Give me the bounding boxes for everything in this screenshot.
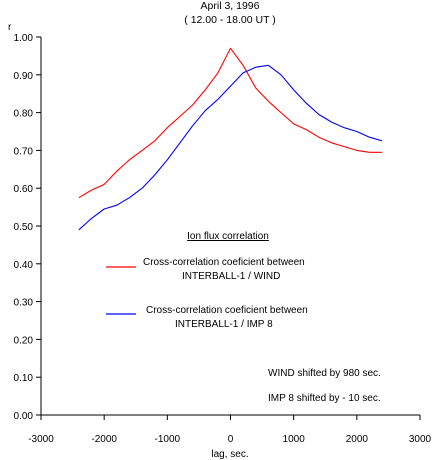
annotation-imp8-shift: IMP 8 shifted by - 10 sec. xyxy=(268,393,381,404)
chart-title: April 3, 1996 xyxy=(201,0,260,12)
legend-title: Ion flux correlation xyxy=(187,231,269,242)
axes xyxy=(40,37,420,416)
series-line-imp8 xyxy=(78,64,383,231)
y-tick-label: 0.20 xyxy=(14,335,34,346)
legend-wind-line2: INTERBALL-1 / WIND xyxy=(182,271,280,282)
series-lines xyxy=(78,47,383,231)
x-tick-label: 1000 xyxy=(283,434,306,445)
y-axis-label: r xyxy=(8,22,12,33)
x-tick-label: 0 xyxy=(228,434,234,445)
y-tick-label: 0.00 xyxy=(14,411,34,422)
y-tick-label: 0.90 xyxy=(14,71,34,82)
legend-wind-line1: Cross-correlation coeficient between xyxy=(143,257,305,268)
annotation-wind-shift: WIND shifted by 980 sec. xyxy=(268,368,381,379)
x-tick-label: -3000 xyxy=(28,434,54,445)
y-tick-label: 0.60 xyxy=(14,184,34,195)
y-tick-label: 0.80 xyxy=(14,109,34,120)
x-axis-ticks: -3000 -2000 -1000 0 1000 2000 3000 xyxy=(28,415,432,445)
y-tick-label: 0.40 xyxy=(14,260,34,271)
y-tick-label: 0.10 xyxy=(14,373,34,384)
y-axis-ticks: 0.00 0.10 0.20 0.30 0.40 0.50 0.60 0.70 0.80 0.90… xyxy=(14,33,41,422)
x-tick-label: -2000 xyxy=(91,434,117,445)
y-tick-label: 0.70 xyxy=(14,146,34,157)
legend-imp8-line1: Cross-correlation coeficient between xyxy=(146,305,308,316)
chart-subtitle: ( 12.00 - 18.00 UT ) xyxy=(184,14,275,26)
x-tick-label: 2000 xyxy=(346,434,369,445)
series-line-wind xyxy=(78,47,383,199)
x-axis-label: lag, sec. xyxy=(211,449,248,460)
y-tick-label: 0.30 xyxy=(14,298,34,309)
x-tick-label: 3000 xyxy=(409,434,432,445)
y-tick-label: 0.50 xyxy=(14,222,34,233)
y-tick-label: 1.00 xyxy=(14,33,34,44)
legend-imp8-line2: INTERBALL-1 / IMP 8 xyxy=(175,319,273,330)
x-tick-label: -1000 xyxy=(155,434,181,445)
